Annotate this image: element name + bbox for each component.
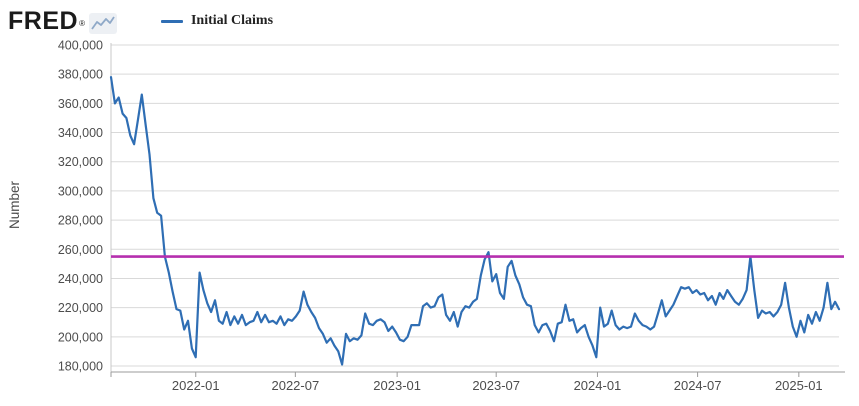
y-tick-label: 400,000 [58, 39, 103, 53]
x-tick-label: 2022-01 [172, 378, 220, 393]
legend-item-initial-claims[interactable]: Initial Claims [160, 13, 274, 29]
axis-ticks [110, 372, 800, 377]
y-tick-label: 220,000 [58, 301, 103, 315]
legend-line-swatch [160, 19, 183, 23]
fred-logo[interactable]: FRED ® [8, 8, 117, 34]
y-tick-label: 200,000 [58, 330, 103, 344]
y-tick-label: 180,000 [58, 360, 103, 374]
y-tick-label: 260,000 [58, 243, 103, 257]
y-tick-label: 280,000 [58, 214, 103, 228]
fred-logo-text: FRED [8, 7, 79, 35]
initial-claims-series-line[interactable] [109, 75, 841, 366]
y-tick-label: 340,000 [58, 126, 103, 140]
y-tick-label: 320,000 [58, 155, 103, 169]
fred-logo-registered-mark: ® [79, 19, 85, 28]
x-tick-label: 2022-07 [271, 378, 319, 393]
x-tick-label: 2023-07 [472, 378, 520, 393]
y-tick-label: 380,000 [58, 68, 103, 82]
y-tick-label: 240,000 [58, 272, 103, 286]
y-tick-label: 360,000 [58, 97, 103, 111]
fred-logo-sparkline-icon [88, 13, 117, 34]
x-tick-label: 2025-01 [775, 378, 823, 393]
x-tick-label: 2024-07 [674, 378, 722, 393]
y-axis-labels: 400,000 380,000 360,000 340,000 320,000 300,0… [58, 39, 103, 374]
gridlines [111, 44, 839, 367]
x-tick-label: 2024-01 [574, 378, 622, 393]
chart-header: FRED ® Initial Claims [8, 4, 273, 38]
y-axis-title: Number [7, 180, 22, 229]
y-tick-label: 300,000 [58, 184, 103, 198]
x-axis-labels: 2022-01 2022-07 2023-01 2023-07 2024-01 2024-… [172, 378, 823, 393]
x-tick-label: 2023-01 [373, 378, 421, 393]
legend-label: Initial Claims [190, 13, 274, 28]
